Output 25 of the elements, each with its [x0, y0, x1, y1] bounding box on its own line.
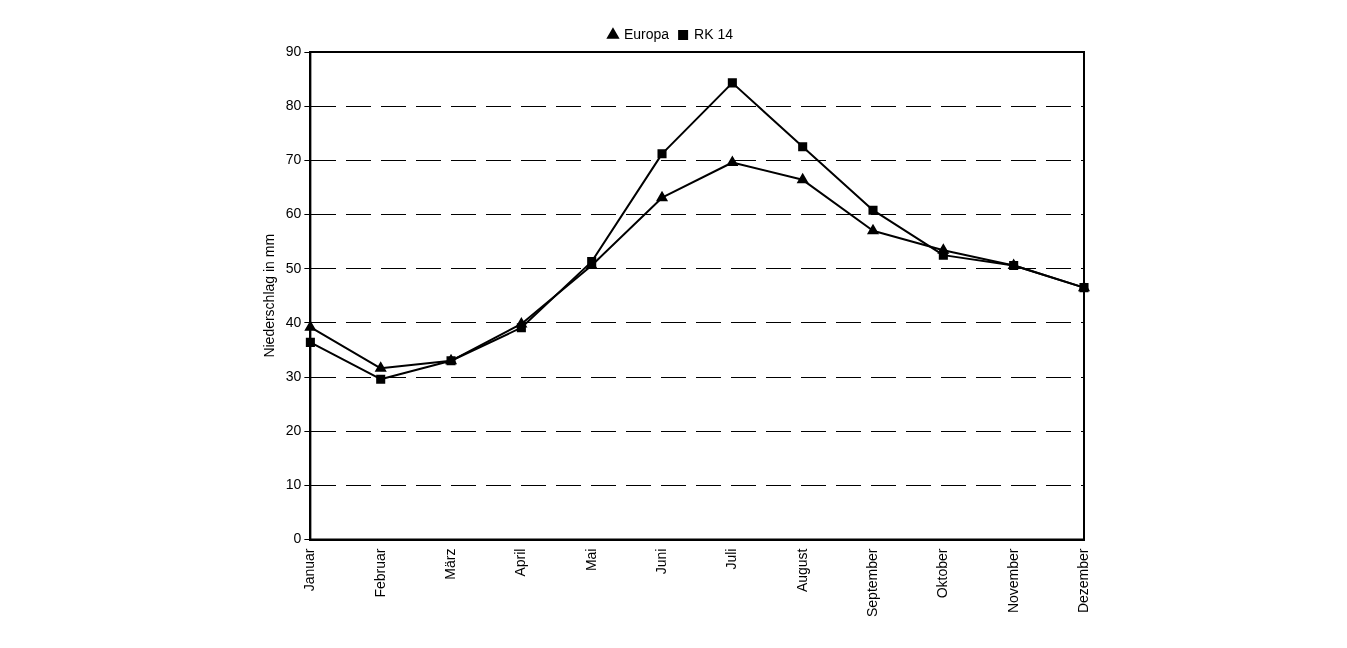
x-tick-label: März	[441, 548, 458, 580]
x-tick-label: Juli	[723, 548, 740, 570]
x-tick-label: November	[1004, 548, 1021, 614]
y-tick-label: 30	[285, 367, 302, 384]
x-tick-label: Dezember	[1074, 548, 1091, 614]
y-tick-label: 60	[285, 205, 302, 222]
legend-label: Europa	[623, 25, 670, 42]
y-tick-label: 80	[285, 97, 302, 114]
x-tick-label: September	[863, 548, 880, 617]
y-tick-label: 50	[285, 259, 302, 276]
x-tick-label: August	[793, 548, 810, 593]
y-tick-label: 20	[285, 422, 302, 439]
x-tick-label: April	[512, 548, 529, 577]
y-tick-label: 70	[285, 151, 302, 168]
x-tick-label: Oktober	[934, 548, 951, 599]
y-tick-label: 0	[293, 530, 302, 547]
y-axis-title: Niederschlag in mm	[261, 233, 278, 358]
x-tick-label: Januar	[301, 548, 318, 592]
legend-label: RK 14	[694, 25, 734, 42]
x-tick-label: Juni	[652, 548, 669, 575]
y-tick-label: 90	[285, 42, 302, 59]
y-tick-label: 40	[285, 313, 302, 330]
x-tick-label: Februar	[371, 548, 388, 598]
y-tick-label: 10	[285, 476, 302, 493]
x-tick-label: Mai	[582, 548, 599, 572]
